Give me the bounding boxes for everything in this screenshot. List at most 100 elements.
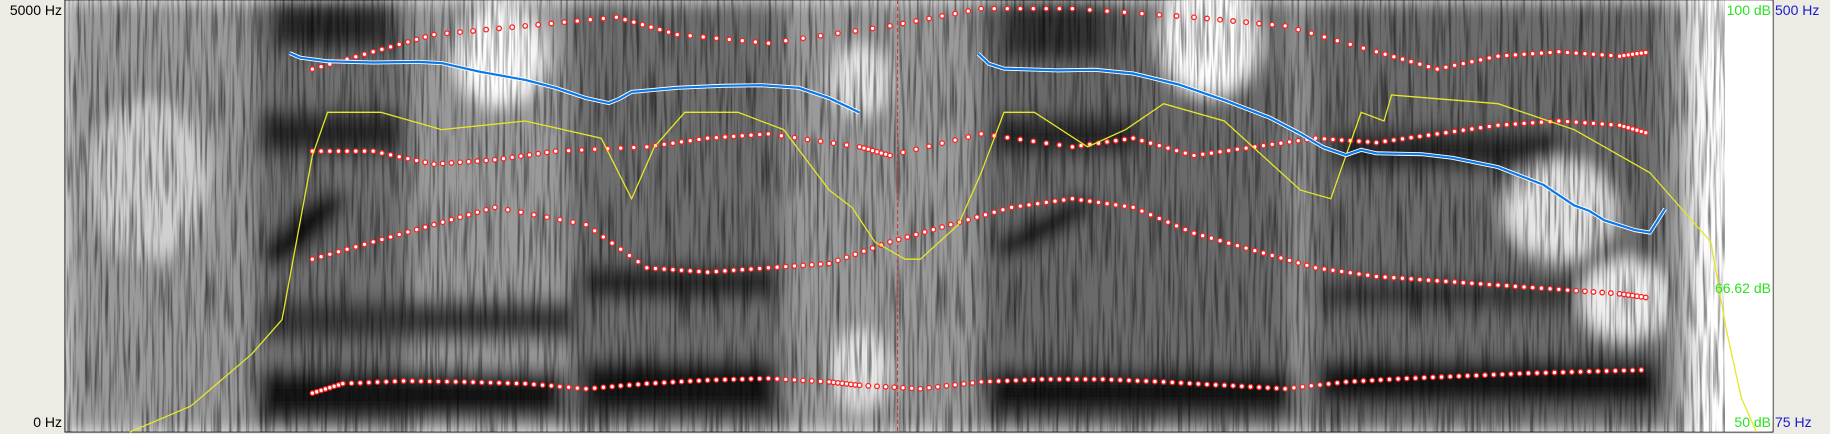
formant-point-f1: [1004, 377, 1011, 384]
pitch-curve-segment-2: [977, 52, 1667, 234]
formant-point-f3: [439, 160, 446, 167]
formant-point-f2: [947, 221, 954, 228]
formant-point-f2: [930, 226, 937, 233]
formant-point-f2: [1373, 273, 1380, 280]
formant-point-f3: [335, 148, 342, 155]
formant-point-f3: [1425, 132, 1432, 139]
formant-point-f4: [1434, 66, 1441, 73]
formant-point-f4: [1451, 62, 1458, 69]
formant-point-f3: [1555, 118, 1562, 124]
formant-point-f2: [1512, 283, 1519, 290]
formant-point-f1: [934, 383, 941, 390]
formant-point-f2: [1451, 279, 1458, 285]
formant-point-f4: [900, 20, 906, 27]
formant-point-f3: [1512, 121, 1519, 127]
formant-point-f2: [1495, 282, 1501, 289]
formant-point-f2: [817, 261, 824, 268]
formant-point-f4: [648, 24, 655, 31]
formant-point-f4: [713, 35, 720, 42]
formant-point-f1: [1377, 376, 1384, 383]
formant-point-f2: [635, 258, 642, 265]
formant-point-f1: [874, 383, 880, 390]
formant-point-f3: [378, 150, 385, 157]
formant-point-f3: [817, 138, 824, 145]
formant-point-f1: [1204, 381, 1210, 388]
formant-point-f2: [1564, 287, 1571, 294]
formant-point-f2: [756, 265, 763, 272]
formant-point-f4: [1590, 51, 1597, 58]
formant-point-f2: [1503, 282, 1510, 289]
formant-point-f1: [1455, 373, 1462, 380]
formant-point-f3: [591, 146, 598, 153]
formant-point-f2: [1156, 215, 1163, 222]
formant-point-f4: [726, 36, 733, 43]
formant-point-f4: [1564, 49, 1571, 56]
formant-point-f1: [1508, 371, 1514, 377]
formant-point-f2: [370, 238, 377, 245]
formant-point-f1: [1151, 378, 1158, 385]
formant-point-f2: [1434, 277, 1441, 284]
formant-point-f2: [491, 204, 498, 211]
formant-point-f1: [1620, 367, 1627, 374]
formant-point-f2: [352, 243, 359, 250]
formant-point-f1: [461, 378, 468, 385]
formant-point-f1: [626, 382, 633, 389]
formant-point-f2: [378, 236, 385, 243]
formant-point-f1: [856, 382, 863, 389]
formant-point-f1: [1412, 375, 1419, 382]
spectrogram-image: [65, 0, 1773, 432]
formant-point-f2: [335, 248, 342, 255]
formant-point-f1: [1464, 372, 1471, 379]
formant-point-f2: [431, 221, 437, 228]
formant-point-f1: [1134, 377, 1141, 384]
formant-point-f3: [1147, 140, 1154, 147]
formant-point-f3: [370, 148, 377, 155]
formant-point-f1: [1299, 383, 1306, 390]
formant-point-f1: [1525, 370, 1532, 377]
formant-point-f1: [478, 379, 485, 386]
formant-point-f1: [1099, 376, 1106, 383]
formant-point-f4: [600, 15, 607, 22]
formant-point-f4: [1104, 8, 1111, 15]
formant-point-f2: [661, 266, 668, 273]
formant-point-f4: [548, 20, 555, 27]
formant-point-f1: [1065, 376, 1072, 383]
formant-point-f1: [1247, 383, 1254, 390]
formant-point-f3: [1382, 138, 1389, 145]
formant-point-f1: [548, 382, 555, 389]
formant-point-f3: [1138, 137, 1145, 144]
formant-point-f2: [570, 219, 576, 226]
formant-point-f4: [483, 26, 490, 33]
formant-point-f2: [765, 264, 772, 271]
frequency-axis-bottom-label: 0 Hz: [33, 414, 62, 430]
formant-point-f1: [600, 384, 607, 391]
formant-point-f4: [444, 30, 450, 37]
formant-point-f2: [1095, 199, 1102, 206]
formant-point-f3: [361, 148, 368, 155]
formant-point-f2: [1217, 237, 1224, 244]
formant-point-f3: [1416, 133, 1423, 140]
formant-point-f4: [1086, 6, 1093, 13]
formant-point-f2: [1477, 280, 1484, 287]
formant-point-f4: [752, 39, 759, 45]
formant-point-f3: [1486, 123, 1493, 130]
formant-point-f4: [1373, 48, 1380, 55]
formant-point-f4: [1442, 64, 1449, 71]
formant-point-f2: [1347, 269, 1354, 276]
formant-point-f3: [630, 144, 637, 151]
formant-point-f4: [496, 25, 503, 32]
formant-point-f1: [435, 378, 442, 385]
formant-point-f2: [457, 214, 464, 221]
formant-point-f2: [1425, 277, 1432, 284]
formant-point-f1: [882, 383, 889, 390]
formant-point-f1: [1594, 368, 1601, 375]
formant-point-f2: [1642, 294, 1649, 301]
formant-point-f4: [309, 66, 316, 73]
formant-point-f2: [1017, 203, 1024, 210]
intensity-track: [129, 94, 1757, 433]
formant-point-f4: [656, 26, 663, 33]
formant-point-f2: [860, 248, 867, 255]
formant-point-f4: [991, 5, 998, 12]
